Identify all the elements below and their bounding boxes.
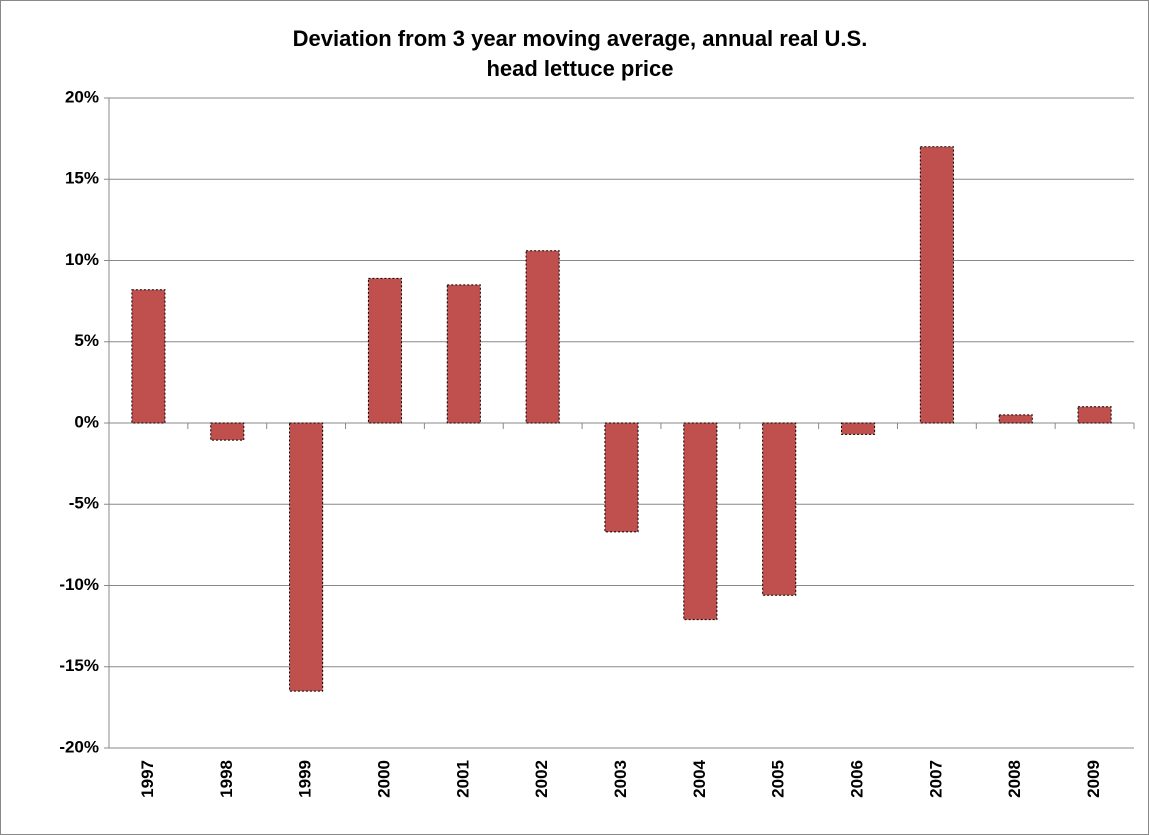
bar: [683, 422, 718, 621]
y-tick-label: -20%: [59, 737, 99, 756]
x-tick-label: 2001: [453, 760, 472, 798]
bar: [525, 250, 560, 424]
bar: [367, 277, 403, 424]
bar: [446, 284, 481, 424]
bar: [1077, 406, 1112, 424]
x-tick-label: 1997: [138, 760, 157, 798]
y-tick-label: -5%: [69, 494, 99, 513]
x-tick-label: 2006: [848, 760, 867, 798]
y-tick-label: 0%: [74, 412, 99, 431]
bar: [840, 422, 876, 435]
bar: [210, 422, 245, 441]
y-tick-label: -10%: [59, 575, 99, 594]
x-tick-label: 2009: [1084, 760, 1103, 798]
x-tick-label: 1999: [296, 760, 315, 798]
y-tick-label: 10%: [65, 250, 99, 269]
x-tick-label: 2008: [1005, 760, 1024, 798]
y-tick-label: 20%: [65, 87, 99, 106]
bar: [131, 289, 166, 424]
y-tick-label: -15%: [59, 656, 99, 675]
y-tick-label: 15%: [65, 169, 99, 188]
y-tick-label: 5%: [74, 331, 99, 350]
bar: [762, 422, 797, 596]
bar: [289, 422, 324, 692]
bar: [919, 146, 954, 424]
bar: [998, 414, 1033, 424]
x-tick-label: 2002: [532, 760, 551, 798]
x-tick-label: 2003: [611, 760, 630, 798]
x-tick-label: 2007: [926, 760, 945, 798]
chart-title: Deviation from 3 year moving average, an…: [292, 26, 868, 81]
bar: [604, 422, 639, 533]
x-tick-label: 2005: [769, 760, 788, 798]
x-tick-label: 1998: [217, 760, 236, 798]
x-tick-label: 2000: [374, 760, 393, 798]
x-tick-label: 2004: [690, 759, 709, 797]
